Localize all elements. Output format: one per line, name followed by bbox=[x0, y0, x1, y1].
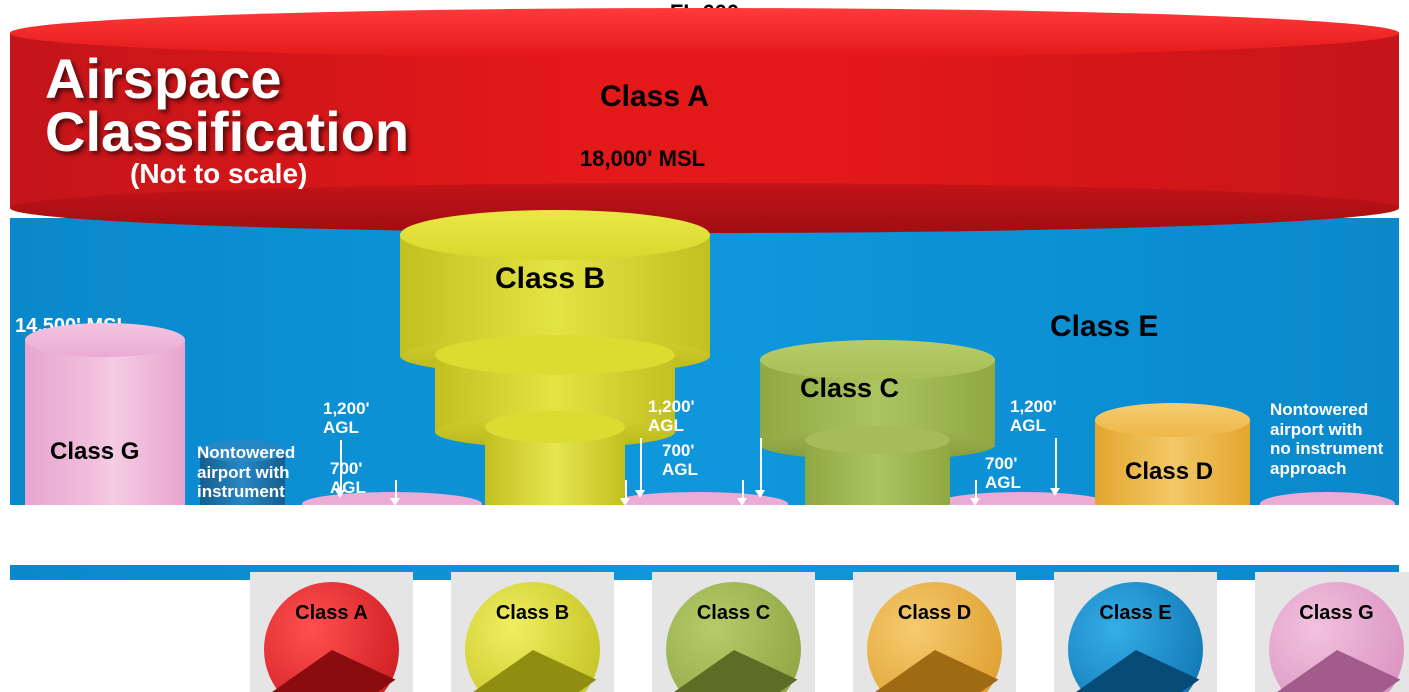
legend-label-e: Class E bbox=[1099, 602, 1171, 625]
class-a-bottom-alt: 18,000' MSL bbox=[580, 146, 705, 172]
airspace-diagram: FL 600 Airspace Classification (Not to s… bbox=[0, 0, 1409, 560]
legend-item-d: Class D bbox=[853, 572, 1016, 692]
legend-item-a: Class A bbox=[250, 572, 413, 692]
legend-item-g: Class G bbox=[1255, 572, 1409, 692]
legend-row: Class A Class B Class C Class D Class E … bbox=[250, 572, 1409, 692]
alt-1200-2: 1,200'AGL bbox=[648, 398, 695, 435]
class-e-label: Class E bbox=[1050, 310, 1158, 344]
class-b-label: Class B bbox=[495, 262, 605, 296]
class-c-label: Class C bbox=[800, 373, 899, 404]
legend-label-c: Class C bbox=[697, 602, 770, 625]
alt-700-1: 700'AGL bbox=[330, 460, 366, 497]
class-g-label: Class G bbox=[50, 438, 139, 466]
arrow-700-3 bbox=[975, 480, 977, 498]
class-d-label: Class D bbox=[1125, 458, 1213, 486]
title-line2: Classification bbox=[45, 105, 409, 158]
title-line1: Airspace bbox=[45, 52, 409, 105]
legend-label-d: Class D bbox=[898, 602, 971, 625]
alt-1200-3: 1,200'AGL bbox=[1010, 398, 1057, 435]
arrow-700-2l bbox=[625, 480, 627, 498]
legend-item-e: Class E bbox=[1054, 572, 1217, 692]
title-block: Airspace Classification (Not to scale) bbox=[45, 52, 409, 190]
legend-item-c: Class C bbox=[652, 572, 815, 692]
legend-label-g: Class G bbox=[1299, 602, 1373, 625]
arrow-700-1 bbox=[395, 480, 397, 498]
arrow-1200-3 bbox=[1055, 438, 1057, 488]
note-nontowered-noinstr: Nontowered airport with no instrument ap… bbox=[1270, 400, 1383, 478]
arrow-700-2r bbox=[742, 480, 744, 498]
class-a-label: Class A bbox=[600, 80, 709, 114]
legend-label-a: Class A bbox=[295, 602, 368, 625]
legend-item-b: Class B bbox=[451, 572, 614, 692]
legend-label-b: Class B bbox=[496, 602, 569, 625]
alt-700-3: 700'AGL bbox=[985, 455, 1021, 492]
title-sub: (Not to scale) bbox=[130, 158, 409, 190]
ground-line bbox=[0, 505, 1409, 565]
alt-1200-1: 1,200'AGL bbox=[323, 400, 370, 437]
arrow-1200-2l bbox=[640, 438, 642, 490]
arrow-1200-2r bbox=[760, 438, 762, 490]
alt-700-2: 700'AGL bbox=[662, 442, 698, 479]
